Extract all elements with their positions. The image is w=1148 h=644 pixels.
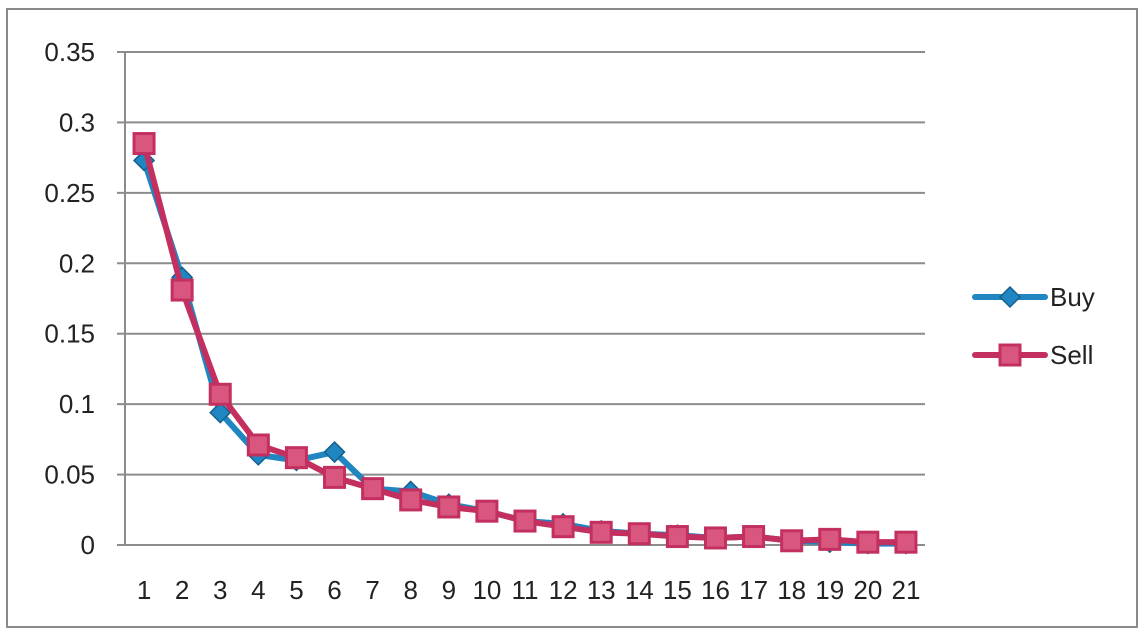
series-line-buy xyxy=(141,157,909,547)
x-tick-label: 10 xyxy=(472,575,501,605)
x-tick-label: 4 xyxy=(251,575,265,605)
x-tick-label: 9 xyxy=(442,575,456,605)
y-axis-ticks: 0 0.05 0.1 0.15 0.2 0.25 0.3 0.35 xyxy=(44,37,95,560)
data-point-sell xyxy=(780,529,804,553)
x-tick-label: 19 xyxy=(815,575,844,605)
data-point-sell xyxy=(323,465,347,489)
data-point-sell xyxy=(399,488,423,512)
data-point-buy xyxy=(209,401,232,424)
data-point-sell xyxy=(284,446,308,470)
data-point-sell xyxy=(742,525,766,549)
legend: Buy Sell xyxy=(972,282,1095,370)
x-tick-label: 21 xyxy=(891,575,920,605)
data-point-sell xyxy=(856,530,880,554)
data-point-sell xyxy=(894,530,918,554)
series-layer xyxy=(132,132,918,555)
y-tick-label: 0.35 xyxy=(44,37,95,67)
y-tick-label: 0.3 xyxy=(59,107,95,137)
data-point-sell xyxy=(170,278,194,302)
x-tick-label: 11 xyxy=(512,575,539,605)
x-tick-label: 13 xyxy=(587,575,616,605)
x-tick-label: 14 xyxy=(625,575,654,605)
legend-label: Buy xyxy=(1050,282,1095,312)
data-point-sell xyxy=(513,509,537,533)
legend-label: Sell xyxy=(1050,340,1093,370)
y-tick-label: 0.15 xyxy=(44,319,95,349)
x-axis-ticks: 1 2 3 4 5 6 7 8 9 10 11 12 13 14 15 16 17 18 19 20 21 xyxy=(137,575,921,605)
x-tick-label: 2 xyxy=(175,575,189,605)
data-point-sell xyxy=(475,499,499,523)
data-point-sell xyxy=(361,477,385,501)
x-tick-label: 20 xyxy=(853,575,882,605)
x-tick-label: 7 xyxy=(365,575,379,605)
data-point-sell xyxy=(818,527,842,551)
x-tick-label: 3 xyxy=(213,575,227,605)
x-tick-label: 17 xyxy=(739,575,768,605)
series-line-sell xyxy=(141,140,909,546)
x-tick-label: 8 xyxy=(403,575,417,605)
y-tick-label: 0.1 xyxy=(59,389,95,419)
legend-item-buy: Buy xyxy=(972,282,1095,312)
data-point-sell xyxy=(589,520,613,544)
legend-marker-buy xyxy=(998,285,1022,309)
data-point-sell xyxy=(246,433,270,457)
data-point-sell xyxy=(665,525,689,549)
data-point-sell xyxy=(551,515,575,539)
x-tick-label: 1 xyxy=(137,575,151,605)
series-buy xyxy=(132,149,918,555)
y-tick-label: 0 xyxy=(81,530,95,560)
y-tick-label: 0.25 xyxy=(44,178,95,208)
y-tick-label: 0.05 xyxy=(44,460,95,490)
data-point-sell xyxy=(208,382,232,406)
x-tick-label: 15 xyxy=(663,575,692,605)
axes xyxy=(117,51,925,546)
y-tick-label: 0.2 xyxy=(59,248,95,278)
data-point-sell xyxy=(703,526,727,550)
x-tick-label: 16 xyxy=(701,575,730,605)
gridlines xyxy=(125,51,925,476)
legend-item-sell: Sell xyxy=(972,340,1093,370)
x-tick-label: 18 xyxy=(777,575,806,605)
data-point-sell xyxy=(627,522,651,546)
x-tick-label: 5 xyxy=(289,575,303,605)
legend-marker-sell xyxy=(998,343,1022,367)
data-point-sell xyxy=(437,495,461,519)
data-point-buy xyxy=(323,440,346,464)
data-point-sell xyxy=(132,132,156,156)
series-sell xyxy=(132,132,918,554)
x-tick-label: 6 xyxy=(327,575,341,605)
x-tick-label: 12 xyxy=(549,575,578,605)
